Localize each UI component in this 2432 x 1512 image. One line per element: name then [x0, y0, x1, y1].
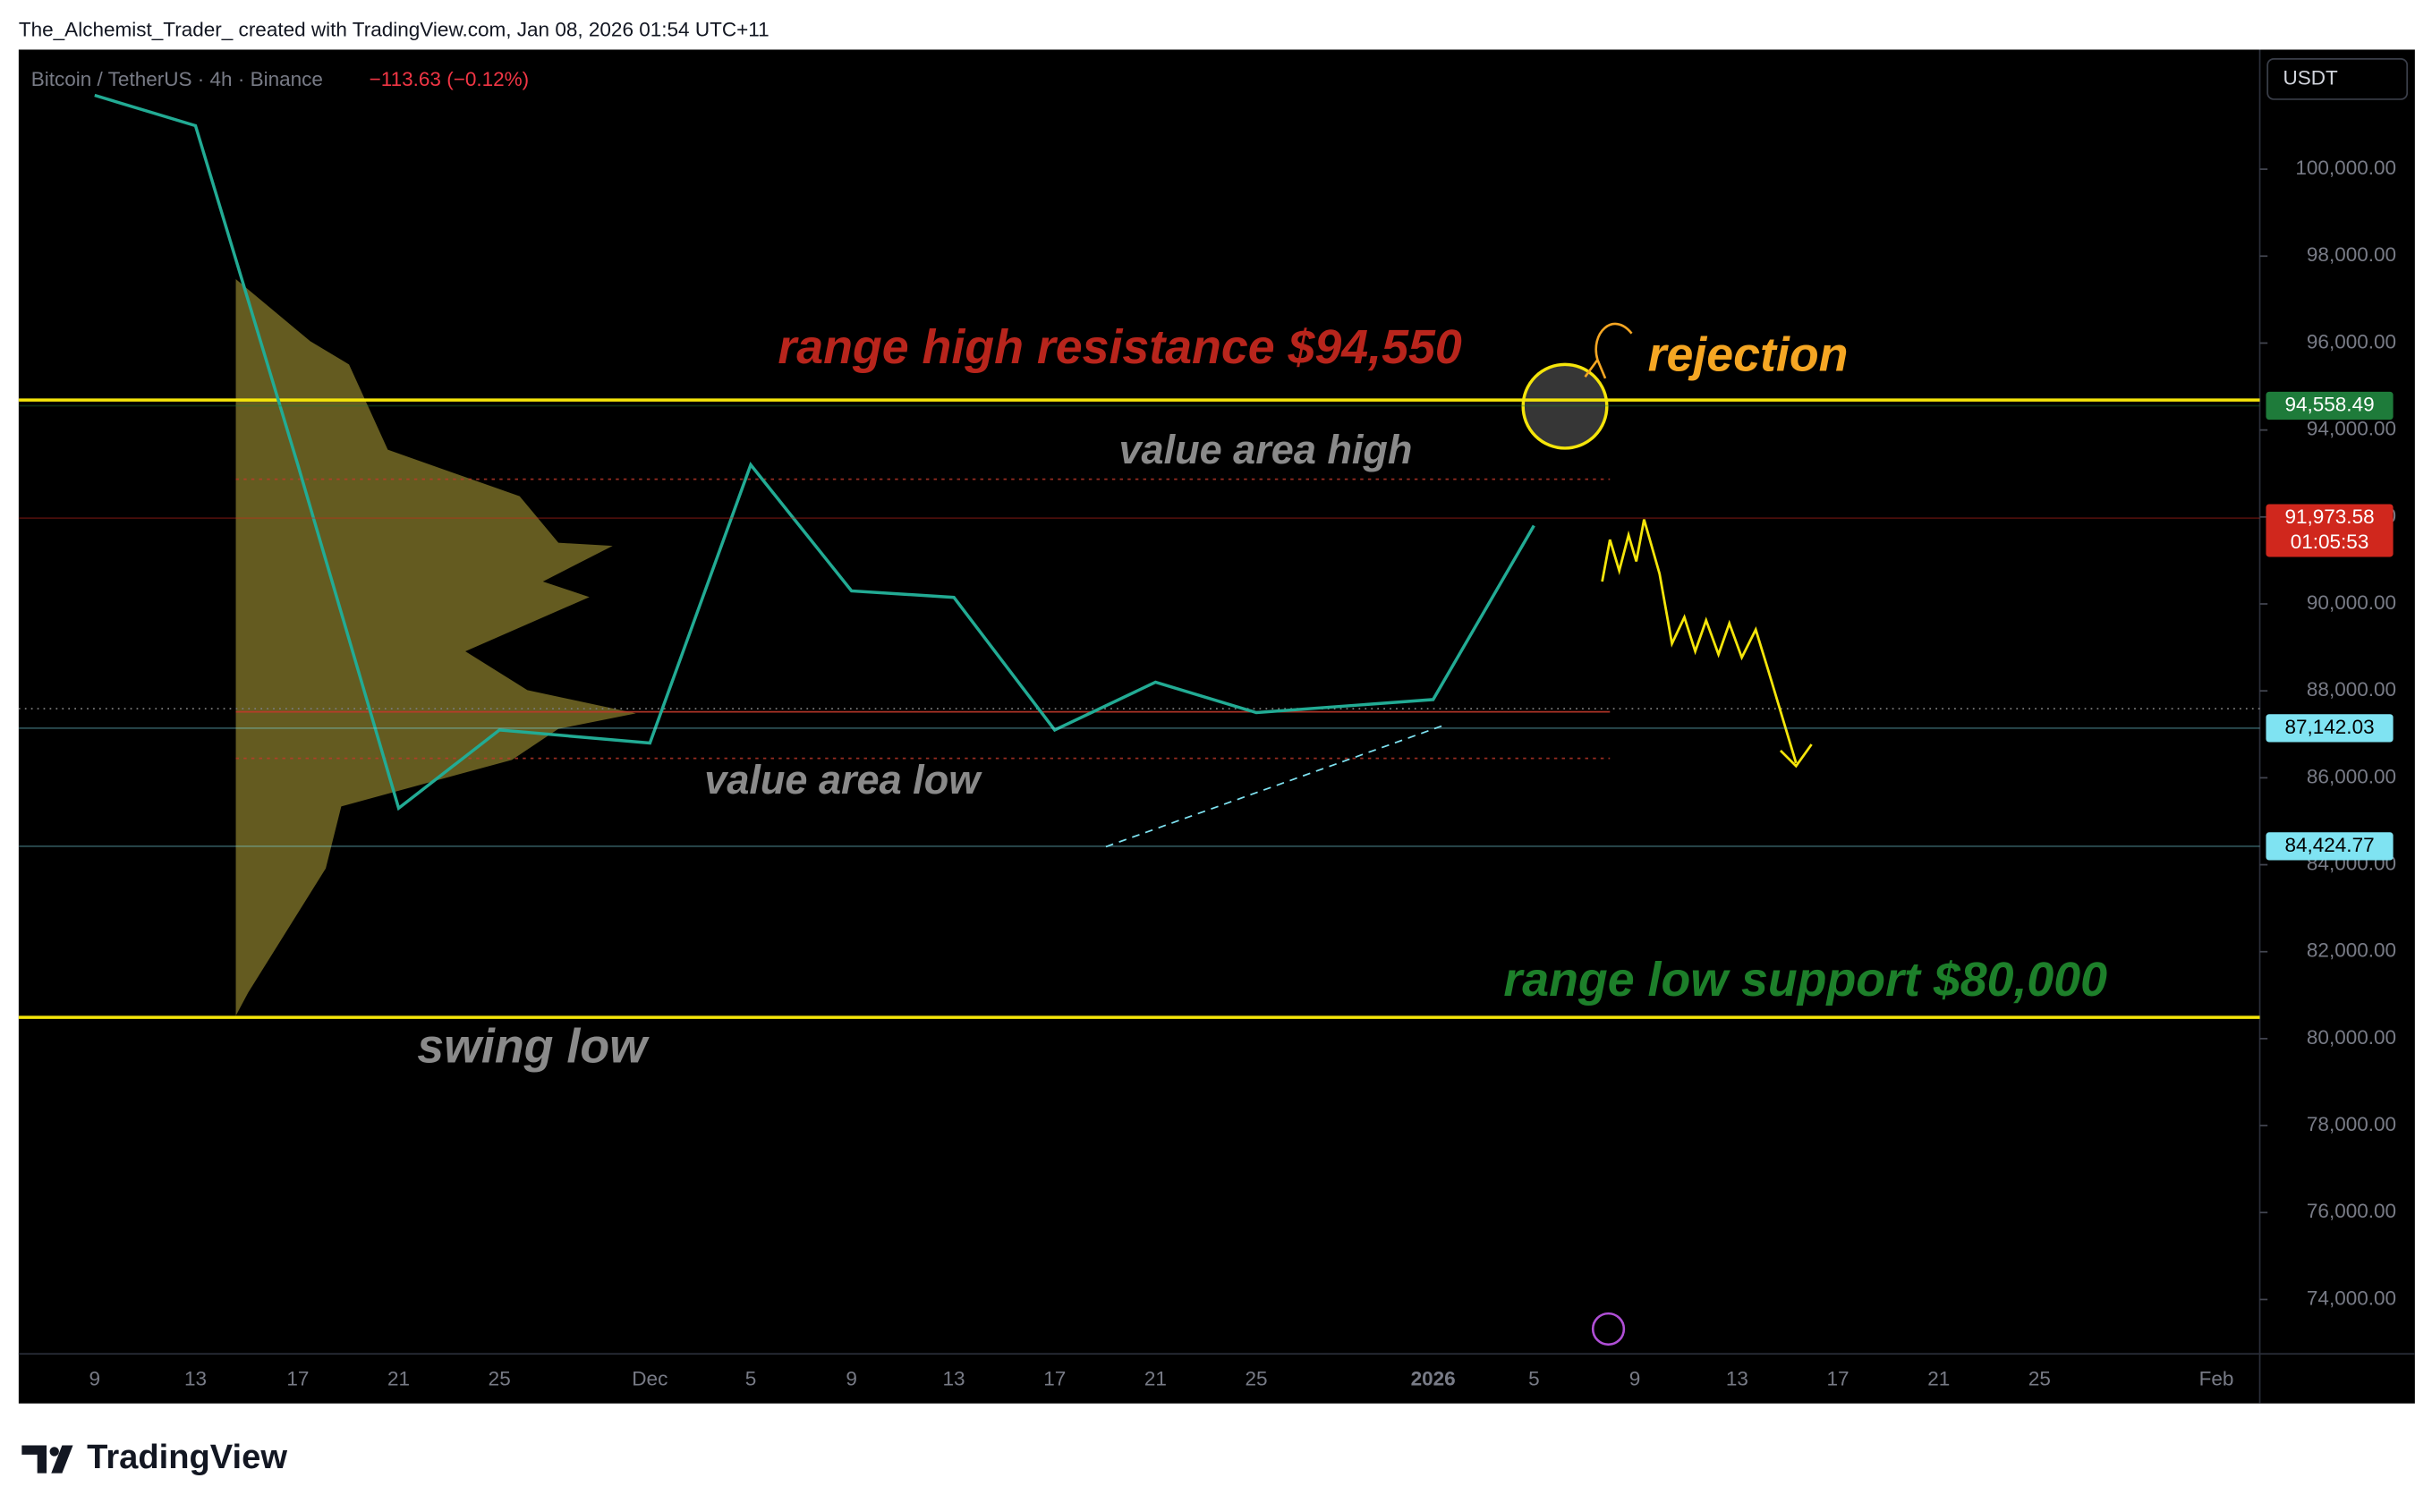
- logo-mark: [21, 1445, 73, 1474]
- price-label-badge: [2266, 504, 2394, 557]
- x-tick-label: 25: [1246, 1368, 1268, 1390]
- x-tick-label: 9: [1629, 1368, 1641, 1390]
- logo: [21, 1445, 73, 1474]
- x-tick-label: 17: [286, 1368, 309, 1390]
- logo-dot: [49, 1447, 59, 1457]
- price-countdown: 01:05:53: [2291, 531, 2369, 553]
- y-tick-label: 80,000.00: [2307, 1026, 2396, 1049]
- annotation: range low support $80,000: [1503, 953, 2107, 1007]
- brand: TradingView: [87, 1438, 287, 1476]
- x-tick-label: 21: [387, 1368, 410, 1390]
- credit: The_Alchemist_Trader_ created with Tradi…: [19, 19, 770, 41]
- alert-icon: [1591, 1312, 1626, 1346]
- change: −113.63 (−0.12%): [370, 68, 530, 90]
- annotation: value area high: [1118, 427, 1412, 472]
- price-label-badge: [2266, 714, 2394, 743]
- y-tick-label: 94,000.00: [2307, 418, 2396, 440]
- y-tick-label: 74,000.00: [2307, 1287, 2396, 1309]
- price-series: [94, 93, 1535, 811]
- y-tick-label: 98,000.00: [2307, 243, 2396, 266]
- x-tick-label: 21: [1144, 1368, 1167, 1390]
- annotation: rejection: [1648, 328, 1849, 382]
- x-tick-label: Dec: [632, 1368, 668, 1390]
- forecast-path: [1601, 519, 1813, 769]
- currency-button[interactable]: [2266, 58, 2409, 100]
- price-label-badge: [2266, 391, 2394, 420]
- price-label: 94,558.49: [2284, 393, 2374, 415]
- y-tick-label: 100,000.00: [2295, 157, 2396, 179]
- annotation: value area low: [704, 757, 982, 803]
- rejection-circle: [1521, 362, 1609, 450]
- x-tick-label: Feb: [2199, 1368, 2234, 1390]
- y-tick-label: 82,000.00: [2307, 939, 2396, 962]
- currency[interactable]: USDT: [2283, 66, 2339, 89]
- price-label: 87,142.03: [2284, 716, 2374, 738]
- y-tick-label: 88,000.00: [2307, 678, 2396, 701]
- x-tick-label: 2026: [1411, 1368, 1456, 1390]
- annotation: swing low: [417, 1020, 650, 1074]
- price-label: 91,973.58: [2284, 505, 2374, 528]
- x-tick-label: 13: [1726, 1368, 1748, 1390]
- y-tick-label: 96,000.00: [2307, 330, 2396, 353]
- price-label-badge: [2266, 832, 2394, 861]
- rejection-arrow: [1584, 322, 1633, 379]
- x-tick-label: 13: [943, 1368, 965, 1390]
- y-tick-label: 86,000.00: [2307, 765, 2396, 787]
- x-tick-label: 13: [184, 1368, 207, 1390]
- y-tick-label: 90,000.00: [2307, 591, 2396, 614]
- x-tick-label: 17: [1043, 1368, 1066, 1390]
- x-tick-label: 21: [1927, 1368, 1950, 1390]
- x-tick-label: 25: [489, 1368, 511, 1390]
- x-tick-label: 17: [1827, 1368, 1850, 1390]
- trend-line: [1105, 725, 1443, 848]
- x-tick-label: 25: [2028, 1368, 2051, 1390]
- x-tick-label: 5: [1528, 1368, 1540, 1390]
- x-tick-label: 5: [745, 1368, 757, 1390]
- volume-profile: [235, 279, 636, 1016]
- x-tick-label: 9: [89, 1368, 101, 1390]
- y-tick-label: 76,000.00: [2307, 1200, 2396, 1222]
- symbol: Bitcoin / TetherUS · 4h · Binance: [31, 68, 323, 90]
- y-tick-label: 78,000.00: [2307, 1113, 2396, 1135]
- price-label: 84,424.77: [2284, 834, 2374, 856]
- annotation: range high resistance $94,550: [778, 320, 1462, 374]
- x-tick-label: 9: [846, 1368, 857, 1390]
